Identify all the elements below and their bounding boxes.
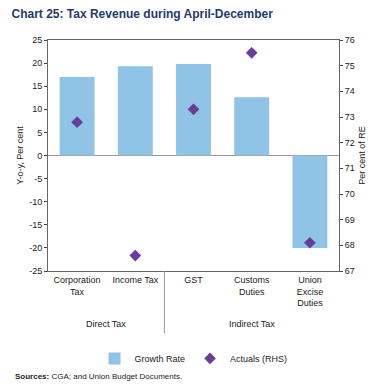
svg-text:-5: -5	[34, 174, 42, 184]
svg-text:Growth Rate: Growth Rate	[135, 354, 186, 364]
svg-text:69: 69	[345, 215, 355, 225]
svg-text:25: 25	[32, 35, 42, 45]
svg-text:76: 76	[345, 35, 355, 45]
svg-text:Sources: CGA; and Union Budget: Sources: CGA; and Union Budget Documents…	[15, 372, 182, 381]
svg-text:67: 67	[345, 266, 355, 276]
svg-text:Direct Tax: Direct Tax	[86, 319, 126, 329]
svg-text:GST: GST	[184, 275, 203, 285]
svg-text:CorporationTax: CorporationTax	[54, 275, 101, 297]
svg-text:Indirect Tax: Indirect Tax	[229, 319, 275, 329]
svg-text:5: 5	[37, 128, 42, 138]
svg-text:71: 71	[345, 163, 355, 173]
svg-text:Chart 25: Tax Revenue during A: Chart 25: Tax Revenue during April-Decem…	[11, 7, 273, 21]
svg-text:Income Tax: Income Tax	[112, 275, 158, 285]
svg-text:20: 20	[32, 58, 42, 68]
svg-text:74: 74	[345, 86, 355, 96]
svg-text:-25: -25	[29, 266, 42, 276]
svg-text:15: 15	[32, 81, 42, 91]
svg-text:72: 72	[345, 138, 355, 148]
svg-text:-15: -15	[29, 220, 42, 230]
svg-text:UnionExciseDuties: UnionExciseDuties	[297, 275, 324, 308]
svg-text:0: 0	[37, 151, 42, 161]
svg-text:CustomsDuties: CustomsDuties	[234, 275, 270, 297]
svg-text:73: 73	[345, 112, 355, 122]
svg-text:-20: -20	[29, 243, 42, 253]
svg-text:10: 10	[32, 104, 42, 114]
svg-text:Per cent of RE: Per cent of RE	[357, 126, 367, 185]
svg-text:Y-o-y, Per cent: Y-o-y, Per cent	[15, 126, 25, 185]
svg-text:70: 70	[345, 189, 355, 199]
svg-text:-10: -10	[29, 197, 42, 207]
svg-text:75: 75	[345, 61, 355, 71]
svg-text:Actuals (RHS): Actuals (RHS)	[230, 354, 287, 364]
svg-text:68: 68	[345, 240, 355, 250]
